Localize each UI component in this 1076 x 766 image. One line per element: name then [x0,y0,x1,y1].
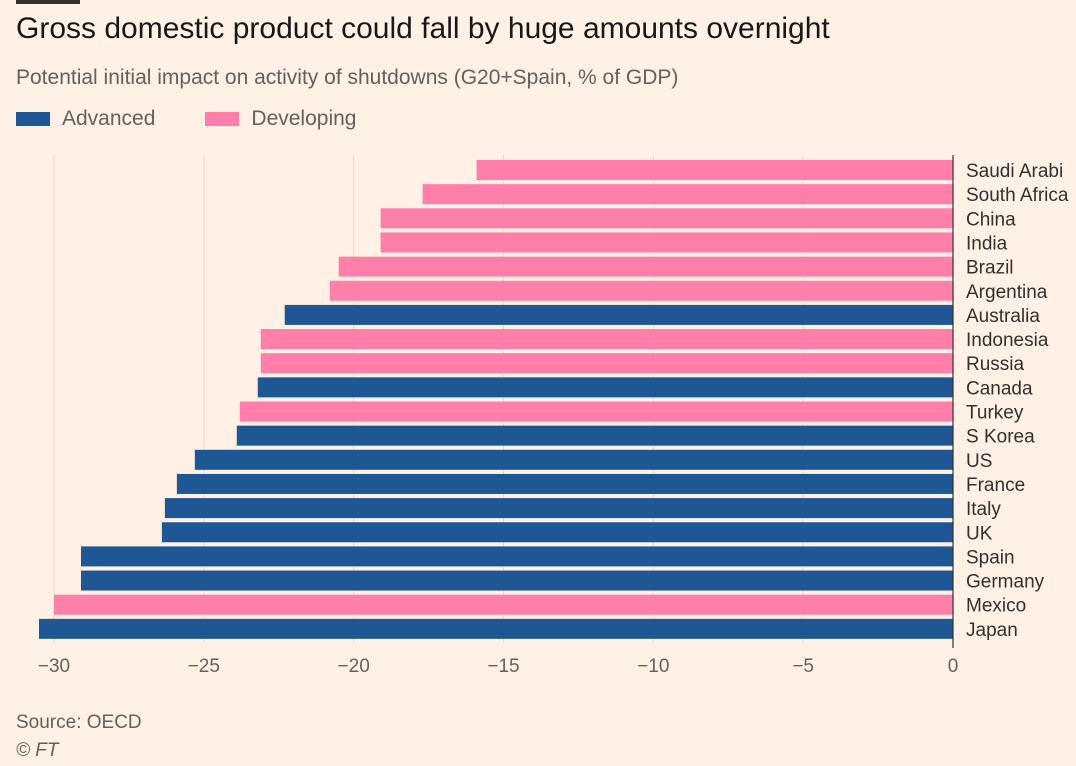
x-tick-label: −20 [338,656,370,677]
legend-swatch-advanced [16,112,50,126]
legend-swatch-developing [205,112,240,126]
source-note: Source: OECD [16,712,142,733]
bar-china [380,208,953,229]
category-label: US [966,451,992,472]
bar-japan [39,618,953,639]
bar-turkey [239,401,953,422]
category-label: China [966,209,1016,230]
bar-indonesia [260,329,953,350]
bar-france [176,473,953,494]
x-tick-label: 0 [948,656,959,677]
bar-uk [161,522,953,543]
bar-germany [80,570,953,591]
bar-canada [257,377,954,398]
category-label: Brazil [966,258,1014,279]
bar-russia [260,353,953,374]
category-label: Indonesia [966,330,1049,351]
copyright-note: © FT [16,740,59,761]
category-label: Germany [966,572,1045,593]
category-label: Italy [966,499,1001,520]
category-label: South Africa [966,185,1069,206]
bar-south-africa [422,184,953,205]
category-label: India [966,233,1008,254]
category-label: France [966,475,1025,496]
category-label: Canada [966,378,1033,399]
category-label: Russia [966,354,1025,375]
category-label: Turkey [966,403,1024,424]
x-tick-label: −25 [188,656,220,677]
category-label: Argentina [966,282,1048,303]
category-label: Australia [966,306,1040,327]
bar-australia [284,304,953,325]
header-rule [16,0,80,4]
bar-mexico [53,594,954,615]
x-tick-label: −5 [792,656,814,677]
bar-s-korea [236,425,954,446]
category-label: Spain [966,547,1015,568]
bar-italy [164,498,953,519]
category-label: Mexico [966,596,1026,617]
bar-saudi-arabia [476,160,953,180]
legend-label-advanced: Advanced [62,107,156,130]
bar-india [380,232,953,253]
bar-spain [80,546,953,567]
legend-item-developing: Developing [205,107,356,131]
category-label: Saudi Arabi [966,161,1063,182]
chart-subtitle: Potential initial impact on activity of … [16,66,679,89]
bar-argentina [329,280,953,301]
bar-chart: −30 −25 −20 −15 −10 −5 0 Saudi Arabi South Afric… [38,155,1069,677]
chart-title: Gross domestic product could fall by hug… [16,12,830,45]
bar-us [194,449,953,470]
x-tick-label: −15 [487,656,519,677]
legend: Advanced Developing [16,106,406,132]
legend-label-developing: Developing [251,107,357,130]
x-tick-label: −30 [38,656,70,677]
category-label: S Korea [966,427,1035,448]
category-label: UK [966,523,993,544]
category-label: Japan [966,620,1018,641]
legend-item-advanced: Advanced [16,107,155,131]
bar-brazil [338,256,953,277]
x-tick-label: −10 [637,656,669,677]
